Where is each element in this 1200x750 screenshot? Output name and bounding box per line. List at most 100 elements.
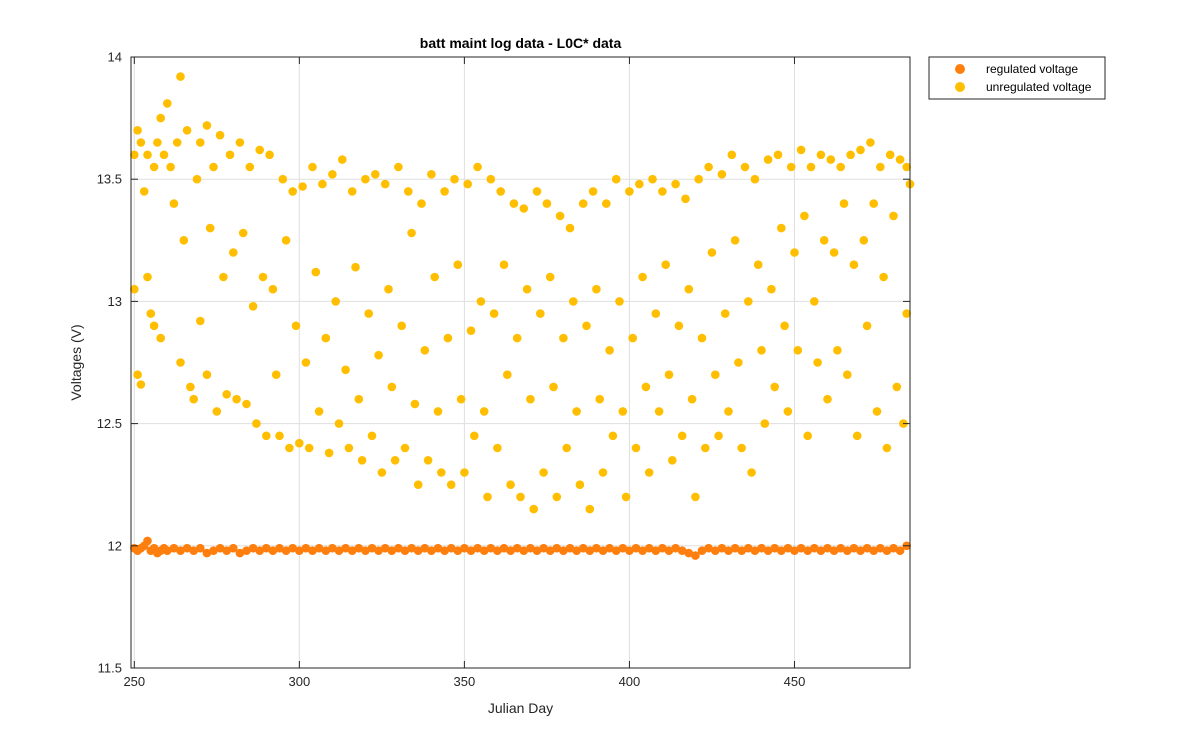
unregulated-voltage-point [740,162,750,172]
unregulated-voltage-point [737,443,746,453]
unregulated-voltage-point [588,187,598,196]
legend-label-unregulated: unregulated voltage [986,80,1092,94]
unregulated-voltage-point [166,162,175,172]
unregulated-voltage-point [321,333,331,343]
regulated-voltage-point [334,546,344,555]
regulated-voltage-point [374,546,383,555]
regulated-voltage-point [691,551,700,560]
regulated-voltage-point [519,546,529,555]
regulated-voltage-point [268,546,278,555]
unregulated-voltage-point [816,150,826,160]
unregulated-voltage-point [681,194,690,204]
unregulated-voltage-point [829,248,839,257]
unregulated-voltage-point [644,468,654,477]
unregulated-voltage-point [443,333,453,343]
unregulated-voltage-point [555,211,565,221]
unregulated-voltage-point [572,407,581,416]
unregulated-voltage-point [163,99,172,108]
unregulated-voltage-point [397,321,407,331]
unregulated-voltage-point [153,138,162,147]
unregulated-voltage-point [215,130,225,140]
unregulated-voltage-point [522,284,532,294]
unregulated-voltage-point [770,382,779,392]
unregulated-voltage-point [225,150,235,160]
regulated-voltage-point [664,546,674,555]
regulated-voltage-point [836,543,845,553]
unregulated-voltage-point [314,407,324,416]
unregulated-voltage-point [380,179,390,189]
unregulated-voltage-point [493,443,502,453]
unregulated-voltage-point [271,370,281,380]
regulated-voltage-point [420,543,430,553]
unregulated-voltage-point [582,321,591,331]
unregulated-voltage-point [268,284,278,294]
unregulated-voltage-point [407,228,416,238]
regulated-voltage-point [895,546,905,555]
plot-area [131,57,910,668]
unregulated-voltage-point [757,346,766,355]
unregulated-voltage-point [687,394,697,404]
unregulated-voltage-point [542,199,552,208]
x-tick-label: 400 [619,674,641,689]
unregulated-voltage-point [143,272,152,282]
regulated-voltage-point [189,546,198,555]
unregulated-voltage-point [219,272,228,282]
unregulated-voltage-point [136,138,146,147]
unregulated-voltage-point [377,468,387,477]
unregulated-voltage-point [235,138,245,147]
unregulated-voltage-point [295,438,304,448]
unregulated-voltage-point [361,174,370,184]
unregulated-voltage-point [232,394,241,404]
regulated-voltage-point [413,546,423,555]
unregulated-voltage-point [202,121,212,130]
unregulated-voltage-point [512,333,522,343]
regulated-voltage-point [433,543,443,553]
regulated-voltage-point [453,546,463,555]
unregulated-voltage-point [196,316,205,326]
regulated-voltage-point [572,546,581,555]
regulated-voltage-point [730,543,740,553]
legend-label-regulated: regulated voltage [986,62,1078,76]
unregulated-voltage-point [833,346,842,355]
regulated-voltage-point [869,546,878,555]
unregulated-voltage-point [176,72,185,81]
unregulated-voltage-point [285,443,294,453]
unregulated-voltage-point [704,162,713,172]
unregulated-voltage-point [509,199,519,208]
unregulated-voltage-point [902,309,911,318]
regulated-voltage-point [658,543,667,553]
unregulated-voltage-point [536,309,545,318]
regulated-voltage-point [446,543,456,553]
regulated-voltage-point [499,543,509,553]
unregulated-voltage-point [717,170,727,179]
unregulated-voltage-point [420,346,430,355]
unregulated-voltage-point [852,431,862,441]
unregulated-voltage-point [595,394,604,404]
unregulated-voltage-point [889,211,898,221]
regulated-voltage-point [552,543,562,553]
regulated-voltage-point [618,543,628,553]
unregulated-voltage-point [179,236,189,245]
unregulated-voltage-point [730,236,740,245]
regulated-voltage-point [790,546,799,555]
unregulated-voltage-point [532,187,542,196]
unregulated-voltage-point [433,407,443,416]
unregulated-voltage-point [288,187,298,196]
unregulated-voltage-point [390,456,400,465]
unregulated-voltage-point [453,260,463,270]
unregulated-voltage-point [427,170,436,179]
unregulated-voltage-point [849,260,859,270]
unregulated-voltage-point [806,162,816,172]
unregulated-voltage-point [351,262,360,272]
regulated-voltage-point [512,543,522,553]
regulated-voltage-point [295,546,304,555]
regulated-voltage-point [559,546,568,555]
unregulated-voltage-point [734,358,743,367]
unregulated-voltage-point [902,162,911,172]
regulated-voltage-point [638,546,647,555]
regulated-voltage-point [598,546,608,555]
unregulated-voltage-point [143,150,152,160]
unregulated-voltage-point [192,174,202,184]
unregulated-voltage-point [516,492,525,502]
